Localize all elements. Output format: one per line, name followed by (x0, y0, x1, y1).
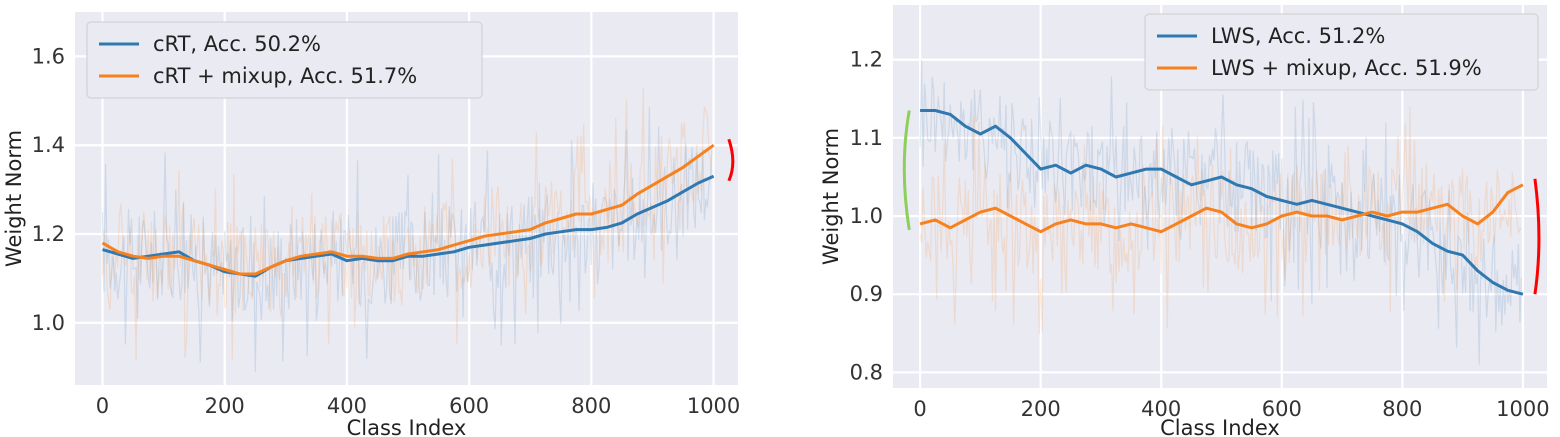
y-tick-label: 1.0 (850, 204, 883, 228)
y-tick-label: 0.9 (850, 282, 883, 306)
series-line-1 (101, 143, 715, 276)
x-tick-label: 0 (96, 394, 109, 418)
annotation-arrow-0 (902, 110, 911, 231)
y-tick-label: 1.2 (850, 48, 883, 72)
annotation-arrow-0 (727, 138, 735, 182)
x-tick-label: 1000 (687, 394, 740, 418)
series-line-1 (919, 183, 1524, 234)
legend-box (86, 21, 483, 99)
raw-trace-1 (101, 87, 713, 361)
x-tick-label: 200 (1021, 397, 1061, 421)
x-axis-label: Class Index (347, 416, 467, 437)
x-tick-label: 400 (1141, 397, 1181, 421)
y-tick-label: 1.1 (850, 126, 883, 150)
raw-trace-1 (919, 106, 1522, 335)
series-line-0 (920, 109, 1524, 296)
raw-trace-0 (101, 107, 713, 372)
legend-label-0: cRT, Acc. 50.2% (153, 32, 321, 56)
legend-label-0: LWS, Acc. 51.2% (1211, 24, 1385, 48)
y-tick-label: 1.6 (32, 44, 65, 68)
x-axis-label: Class Index (1160, 416, 1280, 437)
annotation-arrow-1 (1533, 178, 1541, 295)
y-tick-label: 1.0 (32, 311, 65, 335)
x-tick-label: 800 (571, 394, 611, 418)
legend-box (1144, 13, 1539, 91)
x-tick-label: 200 (205, 394, 245, 418)
y-tick-label: 1.2 (32, 222, 65, 246)
x-tick-label: 800 (1382, 397, 1422, 421)
y-tick-label: 0.8 (850, 360, 883, 384)
raw-trace-0 (919, 60, 1522, 365)
legend-label-1: LWS + mixup, Acc. 51.9% (1211, 56, 1482, 80)
y-axis-label: Weight Norm (2, 130, 26, 267)
y-axis-label: Weight Norm (819, 128, 843, 265)
x-tick-label: 0 (913, 397, 926, 421)
x-tick-label: 600 (1262, 397, 1302, 421)
x-tick-label: 600 (449, 394, 489, 418)
right-chart-lws: 0 200 400 600 800 1000 0.8 0.9 1.0 1.1 1.2 Class In… (819, 5, 1550, 437)
left-chart-crt: 0 200 400 600 800 1000 1.0 1.2 1.4 1.6 Class Index… (2, 12, 740, 437)
legend-label-1: cRT + mixup, Acc. 51.7% (153, 64, 417, 88)
y-tick-label: 1.4 (32, 133, 65, 157)
x-tick-label: 400 (327, 394, 367, 418)
x-tick-label: 1000 (1496, 397, 1549, 421)
